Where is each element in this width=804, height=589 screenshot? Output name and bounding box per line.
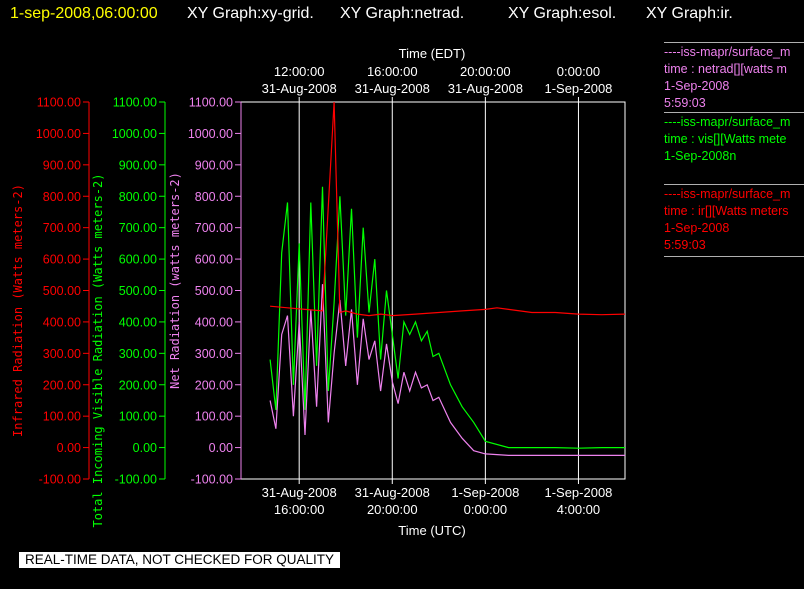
- y-tick-label: 1000.00: [36, 127, 81, 141]
- y-tick-label: 1100.00: [113, 96, 157, 110]
- quality-disclaimer: REAL-TIME DATA, NOT CHECKED FOR QUALITY: [19, 552, 341, 568]
- y-tick-label: 1000.00: [112, 127, 157, 141]
- bottom-axis-title: Time (UTC): [398, 523, 465, 538]
- y-tick-label: 500.00: [43, 284, 81, 298]
- y-axis-title: Infrared Radiation (Watts meters-2): [11, 184, 25, 437]
- y-tick-label: 100.00: [119, 410, 157, 424]
- legend-separator: [664, 184, 804, 185]
- header-graph-title-3: XY Graph:esol.: [508, 5, 616, 22]
- top-tick-time: 0:00:00: [557, 64, 600, 79]
- y-tick-label: -100.00: [39, 473, 81, 487]
- legend-entry-line: 1-Sep-2008: [664, 221, 730, 235]
- legend-entry-line: ----iss-mapr/surface_m: [664, 115, 791, 129]
- legend-entry-line: ----iss-mapr/surface_m: [664, 187, 791, 201]
- legend-separator: [664, 42, 804, 43]
- y-tick-label: 200.00: [119, 378, 157, 392]
- legend-separator: [664, 256, 804, 257]
- legend-entry-line: 5:59:03: [664, 96, 706, 110]
- y-tick-label: 700.00: [195, 221, 233, 235]
- y-tick-label: 200.00: [43, 378, 81, 392]
- y-tick-label: 800.00: [43, 190, 81, 204]
- top-tick-time: 20:00:00: [460, 64, 511, 79]
- y-tick-label: 0.00: [57, 441, 81, 455]
- bottom-tick-time: 0:00:00: [464, 502, 507, 517]
- y-axis-title: Total Incoming Visible Radiation (Watts …: [91, 173, 105, 527]
- y-tick-label: 400.00: [195, 315, 233, 329]
- y-tick-label: 600.00: [43, 253, 81, 267]
- y-tick-label: 600.00: [119, 253, 157, 267]
- top-tick-time: 12:00:00: [274, 64, 325, 79]
- bottom-tick-time: 20:00:00: [367, 502, 418, 517]
- series-line: [270, 101, 626, 317]
- plot-frame: [240, 101, 626, 480]
- y-tick-label: 100.00: [43, 410, 81, 424]
- y-tick-label: 1000.00: [188, 127, 233, 141]
- y-tick-label: 800.00: [119, 190, 157, 204]
- y-tick-label: 100.00: [195, 410, 233, 424]
- legend-entry-line: 1-Sep-2008n: [664, 149, 737, 163]
- y-tick-label: 400.00: [119, 315, 157, 329]
- top-axis-title: Time (EDT): [399, 46, 466, 61]
- series-line: [269, 284, 625, 456]
- bottom-tick-time: 4:00:00: [557, 502, 600, 517]
- y-tick-label: 0.00: [133, 441, 157, 455]
- y-tick-label: -100.00: [191, 473, 233, 487]
- bottom-tick-date: 1-Sep-2008: [544, 485, 612, 500]
- legend-entry-line: 5:59:03: [664, 238, 706, 252]
- y-tick-label: 0.00: [209, 441, 233, 455]
- y-axis-title: Net Radiation (watts meters-2): [168, 172, 182, 389]
- y-tick-label: 900.00: [43, 158, 81, 172]
- y-tick-label: 500.00: [119, 284, 157, 298]
- axes: 31-Aug-2008 16:00:00 12:00:00 31-Aug-2008 31…: [11, 64, 612, 528]
- header-graph-title-1: XY Graph:xy-grid.: [187, 5, 314, 22]
- top-tick-date: 1-Sep-2008: [544, 81, 612, 96]
- legend-entry-line: ----iss-mapr/surface_m: [664, 45, 791, 59]
- top-tick-date: 31-Aug-2008: [355, 81, 430, 96]
- top-tick-date: 31-Aug-2008: [262, 81, 337, 96]
- bottom-tick-date: 31-Aug-2008: [262, 485, 337, 500]
- top-tick-time: 16:00:00: [367, 64, 418, 79]
- bottom-tick-time: 16:00:00: [274, 502, 325, 517]
- legend-entry-line: 1-Sep-2008: [664, 79, 730, 93]
- y-tick-label: 300.00: [195, 347, 233, 361]
- y-tick-label: 900.00: [119, 158, 157, 172]
- y-tick-label: 600.00: [195, 253, 233, 267]
- legend-entry-line: time : netrad[][watts m: [664, 62, 787, 76]
- y-tick-label: 800.00: [195, 190, 233, 204]
- bottom-tick-date: 31-Aug-2008: [355, 485, 430, 500]
- y-tick-label: 1100.00: [37, 96, 81, 110]
- y-tick-label: 1100.00: [189, 96, 233, 110]
- series-line: [269, 186, 625, 449]
- legend-separator: [664, 112, 804, 113]
- y-tick-label: 500.00: [195, 284, 233, 298]
- header-graph-title-4: XY Graph:ir.: [646, 5, 733, 22]
- header-graph-title-2: XY Graph:netrad.: [340, 5, 464, 22]
- grid-lines: [298, 102, 579, 479]
- top-tick-date: 31-Aug-2008: [448, 81, 523, 96]
- y-tick-label: 200.00: [195, 378, 233, 392]
- header-timestamp: 1-sep-2008,06:00:00: [10, 5, 158, 22]
- y-tick-label: 900.00: [195, 158, 233, 172]
- y-tick-label: 700.00: [119, 221, 157, 235]
- y-tick-label: 300.00: [43, 347, 81, 361]
- plot-border: [240, 101, 626, 480]
- y-tick-label: -100.00: [115, 473, 157, 487]
- data-series: [269, 101, 626, 456]
- y-tick-label: 700.00: [43, 221, 81, 235]
- legend-entry-line: time : vis[][Watts mete: [664, 132, 787, 146]
- legend-entry-line: time : ir[][Watts meters: [664, 204, 789, 218]
- y-tick-label: 400.00: [43, 315, 81, 329]
- bottom-tick-date: 1-Sep-2008: [451, 485, 519, 500]
- y-tick-label: 300.00: [119, 347, 157, 361]
